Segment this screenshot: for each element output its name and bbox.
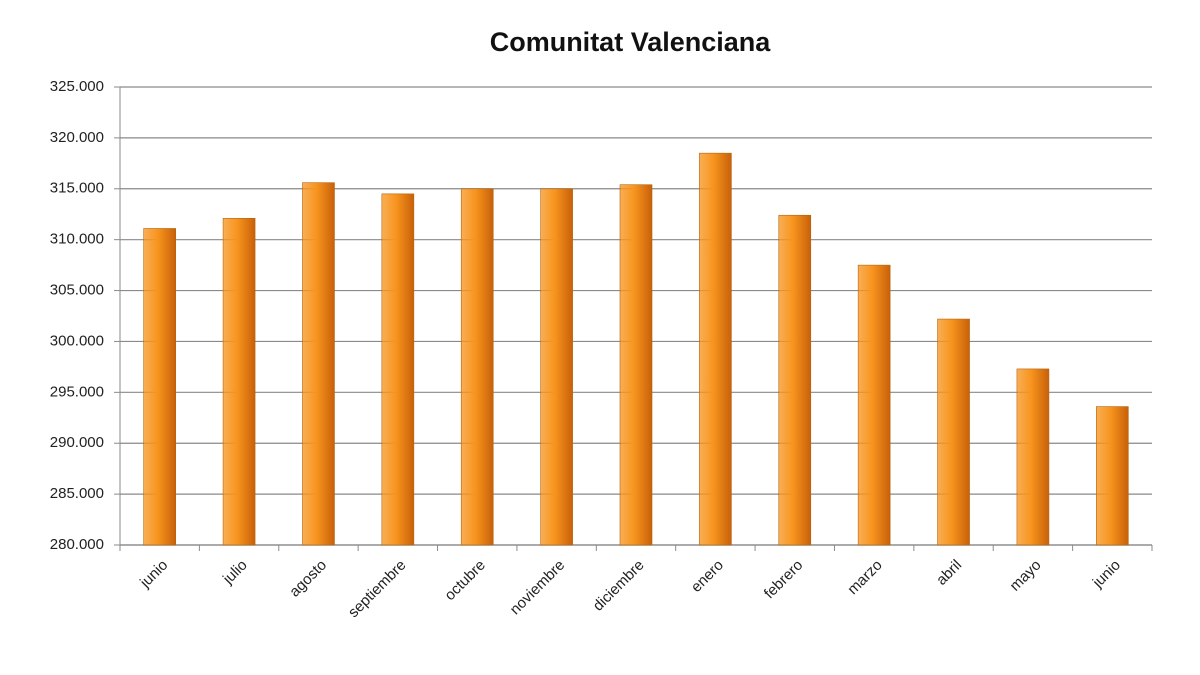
y-tick-label: 310.000 — [50, 231, 104, 248]
y-tick-label: 285.000 — [50, 485, 104, 502]
x-tick-label: julio — [219, 557, 251, 589]
y-tick-label: 300.000 — [50, 332, 104, 349]
bar — [222, 217, 256, 546]
chart-title: Comunitat Valenciana — [490, 27, 772, 57]
y-tick-label: 290.000 — [50, 434, 104, 451]
x-tick-label: septiembre — [345, 557, 409, 621]
y-tick-label: 325.000 — [50, 78, 104, 95]
y-tick-label: 305.000 — [50, 282, 104, 299]
x-tick-label: febrero — [761, 557, 807, 603]
bar — [937, 318, 970, 546]
x-tick-label: junio — [136, 557, 171, 592]
x-tick-label: junio — [1089, 557, 1124, 592]
bar — [778, 214, 812, 546]
y-tick-label: 315.000 — [50, 180, 104, 197]
bar — [460, 188, 494, 546]
bar — [1016, 368, 1050, 546]
bar — [302, 182, 335, 546]
x-tick-label: agosto — [286, 557, 330, 601]
y-tick-label: 280.000 — [50, 536, 104, 553]
bar — [857, 264, 891, 546]
bar — [699, 152, 732, 546]
y-tick-label: 295.000 — [50, 383, 104, 400]
bar — [143, 228, 176, 546]
bar — [1096, 406, 1129, 546]
bar — [381, 193, 415, 546]
x-tick-label: noviembre — [507, 557, 569, 619]
bar — [619, 184, 653, 546]
x-tick-label: mayo — [1007, 557, 1045, 595]
y-tick-label: 320.000 — [50, 129, 104, 146]
x-tick-label: marzo — [844, 557, 885, 598]
bar — [540, 188, 573, 546]
x-tick-label: enero — [688, 557, 727, 596]
x-tick-label: abril — [933, 557, 965, 589]
x-tick-label: octubre — [441, 557, 488, 604]
x-tick-label: diciembre — [590, 557, 648, 615]
